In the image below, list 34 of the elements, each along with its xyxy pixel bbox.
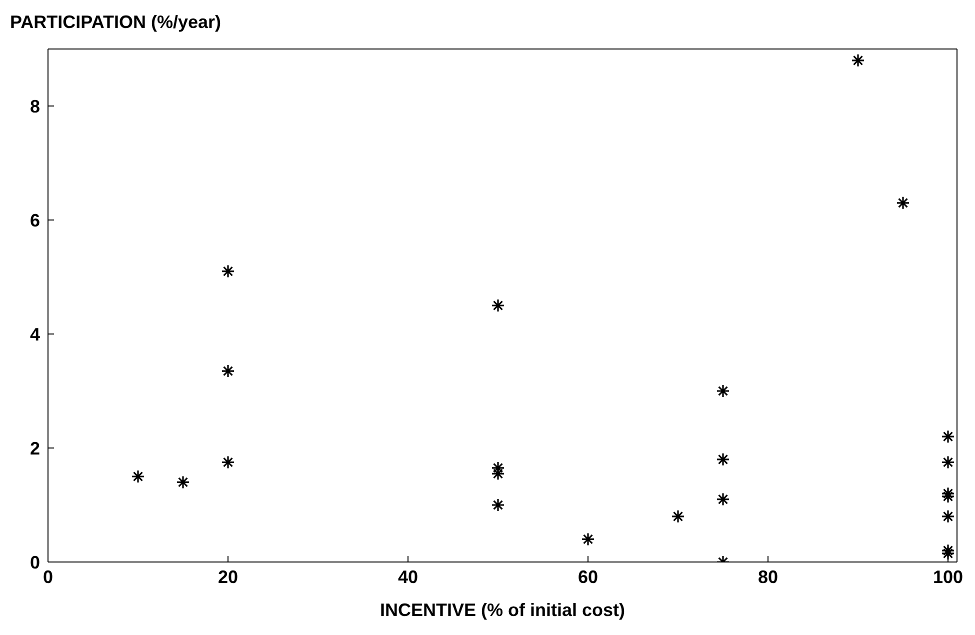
point (941, 430, 955, 444)
x-tick-label: 80 (758, 566, 778, 587)
y-axis-title: PARTICIPATION (%/year) (10, 12, 222, 33)
point (851, 54, 865, 68)
x-tick-label: 60 (578, 566, 598, 587)
point (491, 298, 505, 312)
point (941, 490, 955, 504)
y-tick-label: 8 (30, 96, 40, 116)
point (941, 455, 955, 470)
point (221, 364, 235, 378)
point (221, 264, 235, 278)
point (941, 486, 955, 500)
point (716, 492, 730, 506)
x-tick-label: 40 (398, 566, 418, 587)
point (941, 546, 955, 560)
point (176, 475, 190, 489)
point (941, 544, 955, 558)
point (671, 510, 685, 524)
point (131, 470, 145, 484)
y-tick-label: 4 (30, 324, 40, 344)
point (221, 455, 235, 470)
point (941, 510, 955, 524)
y-tick-label: 2 (30, 438, 40, 458)
point (896, 196, 910, 210)
point (581, 532, 595, 546)
x-tick-label: 100 (932, 566, 964, 587)
point (716, 452, 730, 466)
point (716, 384, 730, 398)
y-tick-label: 6 (30, 210, 40, 230)
x-axis-title: INCENTIVE (% of initial cost) (380, 600, 626, 620)
point (491, 498, 505, 512)
x-tick-label: 20 (218, 566, 238, 587)
y-tick-label: 0 (30, 552, 40, 572)
x-tick-label: 0 (42, 566, 54, 587)
